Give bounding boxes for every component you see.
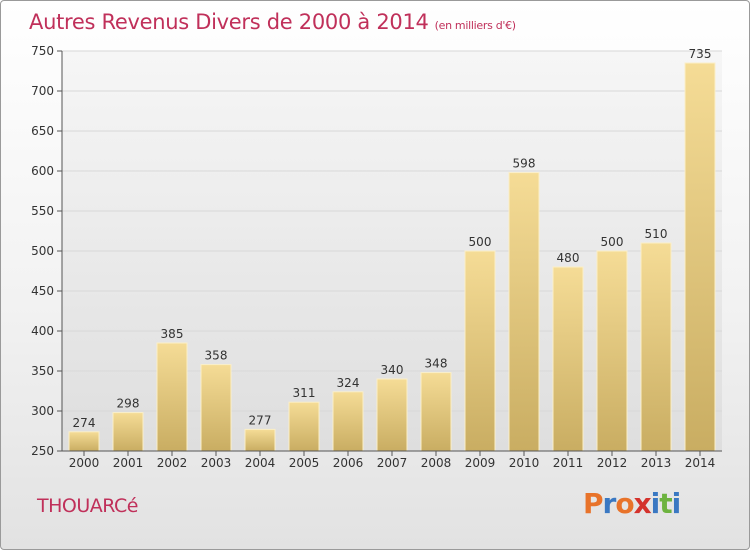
bar-2000: [68, 431, 100, 452]
y-tick-label: 500: [31, 244, 54, 258]
x-tick-label-2000: 2000: [69, 456, 100, 470]
value-label-2007: 340: [381, 363, 404, 377]
value-label-2002: 385: [161, 327, 184, 341]
logo-letter: i: [650, 487, 661, 520]
bar-2005: [288, 401, 320, 452]
x-tick-label-2009: 2009: [465, 456, 496, 470]
x-tick-label-2007: 2007: [377, 456, 408, 470]
x-tick-label-2002: 2002: [157, 456, 188, 470]
bar-2003: [200, 364, 232, 452]
value-label-2009: 500: [469, 235, 492, 249]
bar-2007: [376, 378, 408, 452]
bar-2013: [640, 242, 672, 452]
value-label-2001: 298: [117, 397, 140, 411]
value-label-2004: 277: [249, 413, 272, 427]
value-label-2005: 311: [293, 386, 316, 400]
x-tick-label-2008: 2008: [421, 456, 452, 470]
value-label-2006: 324: [337, 376, 360, 390]
x-tick-label-2001: 2001: [113, 456, 144, 470]
value-label-2010: 598: [513, 157, 536, 171]
x-tick-label-2006: 2006: [333, 456, 364, 470]
bar-2002: [156, 342, 188, 452]
x-tick-label-2012: 2012: [597, 456, 628, 470]
bar-2008: [420, 372, 452, 452]
value-label-2013: 510: [645, 227, 668, 241]
logo-letter: o: [615, 487, 634, 520]
y-tick-label: 700: [31, 84, 54, 98]
x-tick-label-2005: 2005: [289, 456, 320, 470]
bar-2014: [684, 62, 716, 452]
y-tick-label: 550: [31, 204, 54, 218]
value-label-2012: 500: [601, 235, 624, 249]
bar-2004: [244, 428, 276, 452]
x-tick-label-2014: 2014: [685, 456, 716, 470]
logo-letter: x: [633, 487, 652, 520]
x-tick-label-2011: 2011: [553, 456, 584, 470]
y-tick-label: 250: [31, 444, 54, 458]
bar-2006: [332, 391, 364, 452]
y-axis: 250 300 350 400 450 500 550 600 650 700 750: [31, 44, 63, 458]
commune-name: THOUARCé: [37, 495, 138, 517]
value-labels: 274 298 385 358 277 311 324 340 348 500 598 480 500 5…: [73, 47, 712, 430]
logo-letter: t: [659, 487, 672, 520]
value-label-2003: 358: [205, 349, 228, 363]
logo-letter: r: [602, 487, 617, 520]
x-axis: 2000 2001 2002 2003 2004 2005 2006 2007 2008 2009…: [62, 450, 722, 470]
logo-letter: i: [671, 487, 682, 520]
x-tick-label-2013: 2013: [641, 456, 672, 470]
x-tick-label-2003: 2003: [201, 456, 232, 470]
y-tick-label: 350: [31, 364, 54, 378]
bar-2010: [508, 172, 540, 452]
logo-letter: P: [583, 487, 604, 520]
y-tick-label: 400: [31, 324, 54, 338]
value-label-2008: 348: [425, 357, 448, 371]
bar-2012: [596, 250, 628, 452]
y-tick-label: 450: [31, 284, 54, 298]
x-tick-label-2010: 2010: [509, 456, 540, 470]
bar-2009: [464, 250, 496, 452]
bar-2001: [112, 412, 144, 452]
value-label-2011: 480: [557, 251, 580, 265]
y-tick-label: 600: [31, 164, 54, 178]
y-tick-label: 650: [31, 124, 54, 138]
bars: [68, 62, 716, 452]
value-label-2014: 735: [689, 47, 712, 61]
y-tick-label: 300: [31, 404, 54, 418]
value-label-2000: 274: [73, 416, 96, 430]
chart-title: Autres Revenus Divers de 2000 à 2014 (en …: [29, 10, 516, 34]
chart-title-text: Autres Revenus Divers de 2000 à 2014: [29, 10, 429, 34]
chart-subtitle: (en milliers d'€): [434, 19, 516, 32]
x-tick-label-2004: 2004: [245, 456, 276, 470]
proxiti-logo[interactable]: Proxiti: [583, 487, 682, 520]
bar-2011: [552, 266, 584, 452]
y-tick-label: 750: [31, 44, 54, 58]
